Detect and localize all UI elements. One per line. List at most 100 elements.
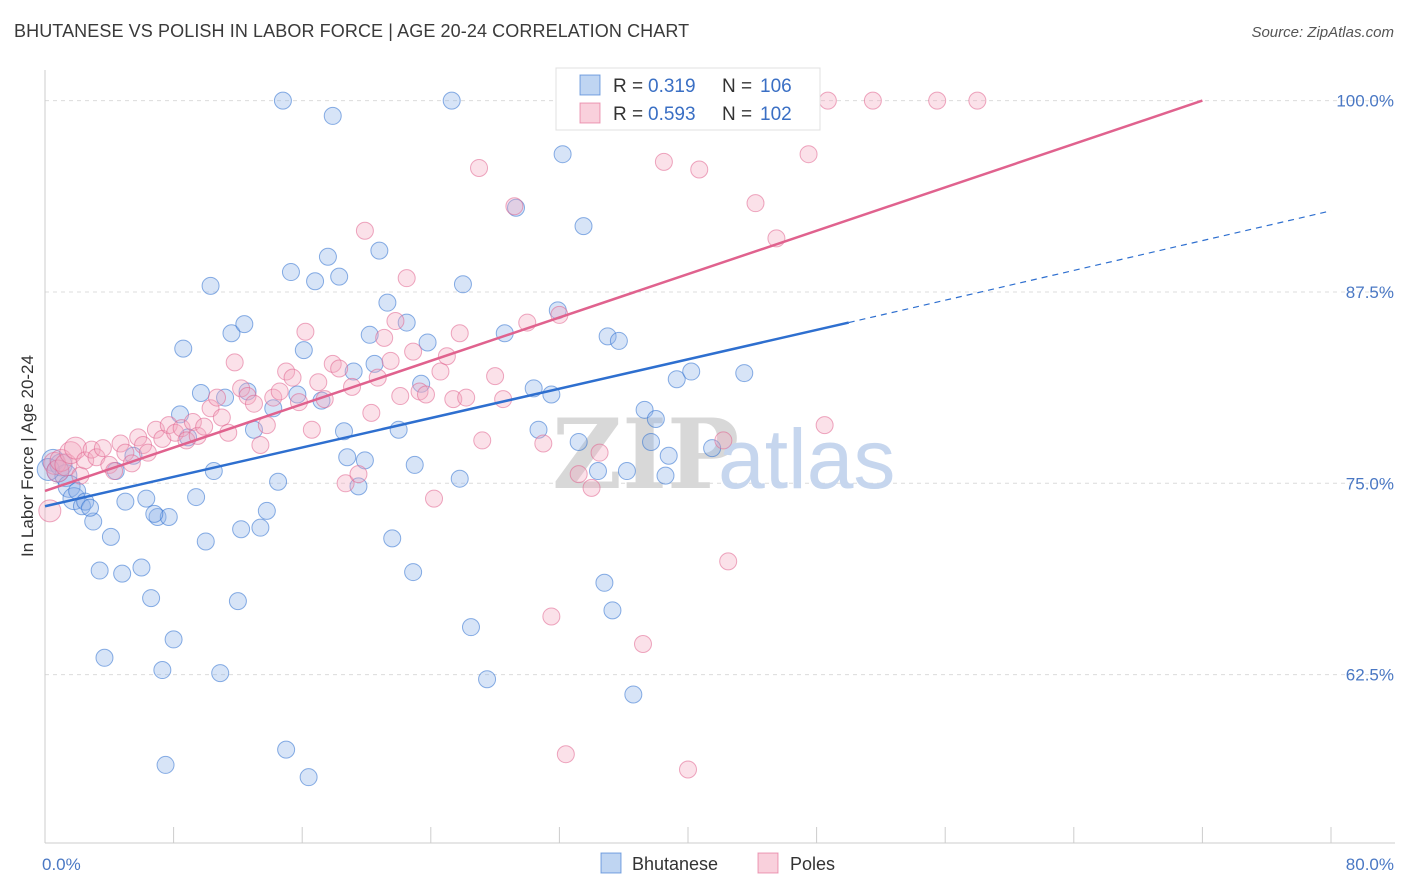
point-bhutanese-33 bbox=[211, 664, 230, 683]
x-tick-label-0: 0.0% bbox=[42, 855, 81, 874]
point-poles-77 bbox=[542, 607, 561, 626]
point-poles-59 bbox=[391, 387, 410, 406]
point-poles-83 bbox=[633, 635, 652, 654]
point-poles-26 bbox=[183, 413, 202, 432]
watermark-zip: ZIP bbox=[552, 398, 739, 511]
point-poles-69 bbox=[457, 388, 476, 407]
point-bhutanese-52 bbox=[318, 247, 337, 266]
point-poles-91 bbox=[799, 145, 818, 164]
point-poles-87 bbox=[714, 431, 733, 450]
point-poles-40 bbox=[270, 382, 289, 401]
point-poles-48 bbox=[323, 354, 342, 373]
point-bhutanese-90 bbox=[617, 462, 636, 481]
point-bhutanese-57 bbox=[344, 362, 363, 381]
y-tick-label-2: 87.5% bbox=[1346, 283, 1394, 302]
legend-n-label-poles: N = bbox=[722, 104, 752, 125]
point-poles-30 bbox=[208, 388, 227, 407]
point-poles-67 bbox=[444, 390, 463, 409]
point-bhutanese-79 bbox=[529, 420, 548, 439]
x-tick-labels: 0.0% 80.0% bbox=[42, 855, 1394, 874]
trend-lines bbox=[44, 99, 1332, 508]
point-poles-71 bbox=[473, 431, 492, 450]
point-bhutanese-50 bbox=[306, 272, 325, 291]
y-tick-label-1: 75.0% bbox=[1346, 474, 1394, 493]
point-poles-65 bbox=[431, 362, 450, 381]
point-bhutanese-95 bbox=[656, 466, 675, 485]
point-bhutanese-21 bbox=[153, 661, 172, 680]
point-poles-11 bbox=[93, 439, 112, 458]
y-tick-label-0: 62.5% bbox=[1346, 666, 1394, 685]
point-poles-35 bbox=[238, 387, 257, 406]
bottom-legend-swatch-poles bbox=[757, 852, 779, 874]
point-poles-61 bbox=[404, 342, 423, 361]
point-poles-46 bbox=[309, 373, 328, 392]
point-poles-37 bbox=[251, 436, 270, 455]
source-label: Source: ZipAtlas.com bbox=[1251, 24, 1394, 41]
point-poles-58 bbox=[386, 312, 405, 331]
point-bhutanese-23 bbox=[159, 507, 178, 526]
point-bhutanese-97 bbox=[667, 370, 686, 389]
point-poles-53 bbox=[355, 221, 374, 240]
point-poles-14 bbox=[111, 434, 130, 453]
point-bhutanese-10 bbox=[90, 561, 109, 580]
legend-r-label-bhutanese: R = bbox=[613, 76, 643, 97]
point-bhutanese-41 bbox=[257, 501, 276, 520]
point-bhutanese-49 bbox=[299, 768, 318, 787]
point-bhutanese-84 bbox=[574, 217, 593, 236]
point-bhutanese-56 bbox=[338, 448, 357, 467]
legend-swatch-poles bbox=[579, 102, 601, 124]
point-poles-74 bbox=[505, 197, 524, 216]
x-tick-label-1: 80.0% bbox=[1346, 855, 1394, 874]
point-bhutanese-19 bbox=[142, 589, 161, 608]
point-poles-34 bbox=[232, 379, 251, 398]
point-poles-8 bbox=[76, 451, 95, 470]
point-bhutanese-40 bbox=[251, 518, 270, 537]
point-poles-52 bbox=[349, 465, 368, 484]
point-bhutanese-100 bbox=[735, 364, 754, 383]
trend-line-bhutanese bbox=[44, 321, 850, 508]
point-poles-42 bbox=[283, 368, 302, 387]
point-bhutanese-15 bbox=[116, 492, 135, 511]
point-poles-12 bbox=[100, 455, 119, 474]
point-poles-86 bbox=[690, 160, 709, 179]
point-poles-79 bbox=[556, 745, 575, 764]
point-bhutanese-55 bbox=[334, 422, 353, 441]
point-poles-64 bbox=[425, 489, 444, 508]
point-poles-76 bbox=[534, 434, 553, 453]
point-bhutanese-63 bbox=[378, 293, 397, 312]
legend-n-value-bhutanese: 106 bbox=[760, 76, 792, 97]
point-poles-99 bbox=[863, 91, 882, 110]
legend-n-label-bhutanese: N = bbox=[722, 76, 752, 97]
point-poles-88 bbox=[719, 552, 738, 571]
bottom-legend-swatch-bhutanese bbox=[600, 852, 622, 874]
bottom-legend: Bhutanese Poles bbox=[600, 852, 835, 874]
source-credit: Source: ZipAtlas.com bbox=[1251, 24, 1394, 41]
legend-r-label-poles: R = bbox=[613, 104, 643, 125]
point-poles-15 bbox=[116, 443, 135, 462]
point-bhutanese-105 bbox=[232, 520, 251, 539]
point-bhutanese-28 bbox=[187, 488, 206, 507]
point-bhutanese-24 bbox=[164, 630, 183, 649]
point-bhutanese-43 bbox=[269, 472, 288, 491]
point-poles-101 bbox=[968, 91, 987, 110]
legend-r-value-poles: 0.593 bbox=[648, 104, 696, 125]
point-bhutanese-71 bbox=[442, 91, 461, 110]
point-bhutanese-31 bbox=[201, 276, 220, 295]
point-bhutanese-36 bbox=[228, 592, 247, 611]
legend-swatch-bhutanese bbox=[579, 74, 601, 96]
point-poles-57 bbox=[381, 351, 400, 370]
point-bhutanese-72 bbox=[450, 469, 469, 488]
trend-extension-bhutanese bbox=[848, 210, 1332, 324]
point-poles-36 bbox=[244, 394, 263, 413]
point-poles-100 bbox=[928, 91, 947, 110]
point-poles-60 bbox=[397, 269, 416, 288]
point-bhutanese-17 bbox=[132, 558, 151, 577]
point-poles-44 bbox=[296, 322, 315, 341]
point-bhutanese-87 bbox=[598, 327, 617, 346]
bottom-legend-label-bhutanese: Bhutanese bbox=[632, 854, 718, 874]
point-bhutanese-47 bbox=[288, 385, 307, 404]
point-bhutanese-96 bbox=[659, 446, 678, 465]
point-bhutanese-86 bbox=[595, 573, 614, 592]
point-bhutanese-73 bbox=[453, 275, 472, 294]
